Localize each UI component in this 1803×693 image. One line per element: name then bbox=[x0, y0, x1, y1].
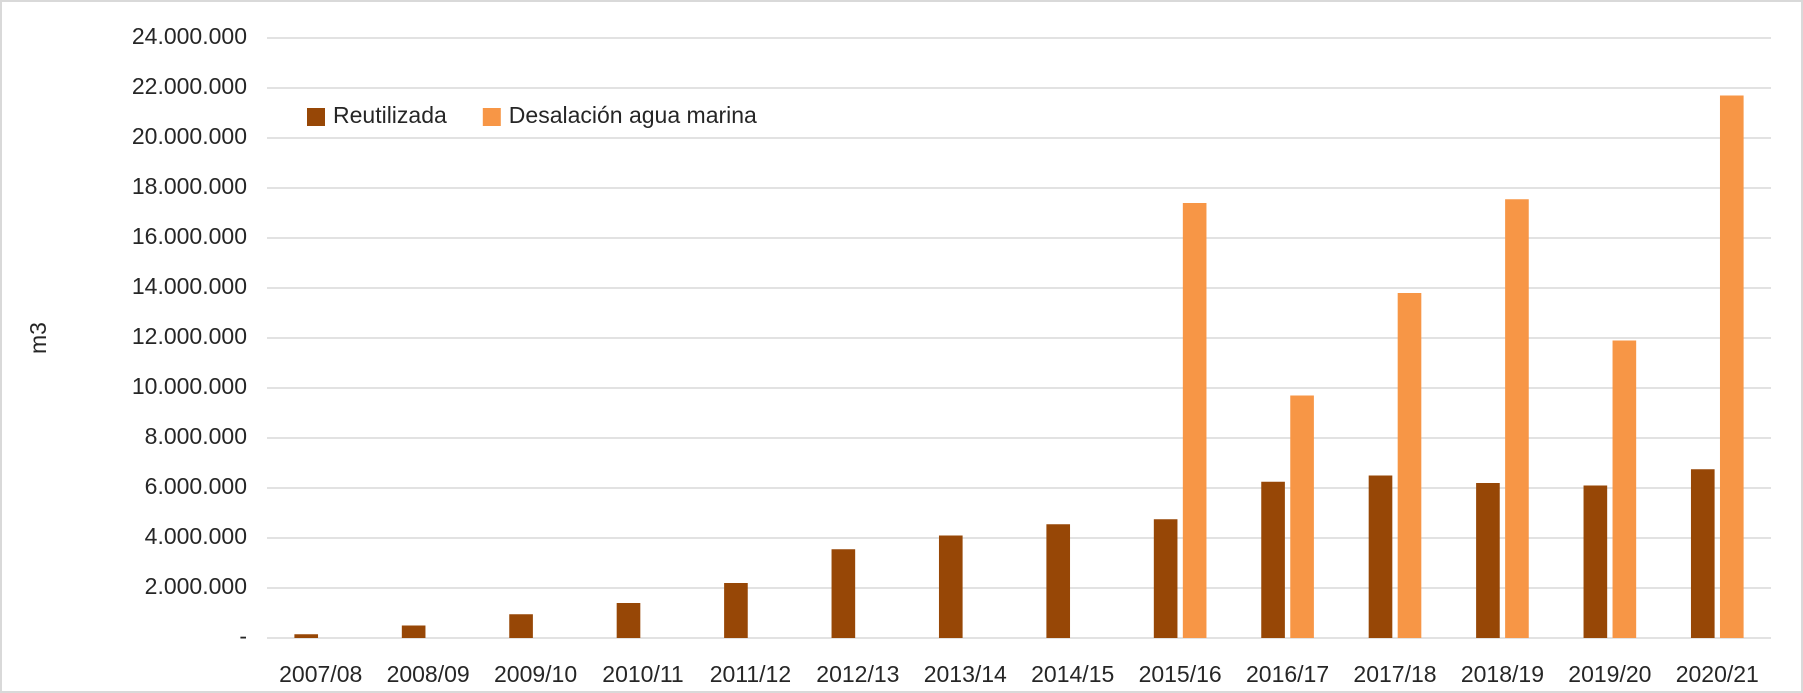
y-tick-label: 24.000.000 bbox=[132, 23, 247, 49]
bar bbox=[1261, 481, 1285, 638]
bar bbox=[724, 583, 748, 638]
y-tick-label: - bbox=[239, 623, 247, 649]
y-tick-label: 20.000.000 bbox=[132, 123, 247, 149]
bar bbox=[831, 549, 856, 638]
y-tick-label: 16.000.000 bbox=[132, 223, 247, 249]
y-tick-label: 10.000.000 bbox=[132, 373, 247, 399]
bar bbox=[1046, 524, 1071, 638]
bar bbox=[509, 614, 533, 638]
y-tick-label: 14.000.000 bbox=[132, 273, 247, 299]
legend-label: Desalación agua marina bbox=[509, 102, 757, 128]
bar bbox=[938, 535, 963, 638]
bar bbox=[616, 603, 641, 638]
legend-label: Reutilizada bbox=[333, 102, 447, 128]
x-tick-label: 2007/08 bbox=[279, 661, 362, 687]
bar bbox=[1505, 199, 1529, 638]
y-tick-label: 2.000.000 bbox=[145, 573, 247, 599]
y-tick-label: 18.000.000 bbox=[132, 173, 247, 199]
x-tick-label: 2018/19 bbox=[1461, 661, 1544, 687]
bar bbox=[1583, 485, 1608, 638]
x-tick-label: 2014/15 bbox=[1031, 661, 1114, 687]
bar bbox=[1719, 95, 1744, 638]
bar bbox=[1690, 469, 1715, 638]
legend-swatch bbox=[482, 108, 501, 126]
bar bbox=[1397, 293, 1422, 638]
x-tick-label: 2010/11 bbox=[602, 661, 683, 687]
x-tick-label: 2016/17 bbox=[1246, 661, 1329, 687]
x-tick-label: 2017/18 bbox=[1353, 661, 1436, 687]
x-tick-label: 2019/20 bbox=[1568, 661, 1651, 687]
y-tick-label: 12.000.000 bbox=[132, 323, 247, 349]
bar bbox=[294, 634, 319, 638]
y-tick-label: 8.000.000 bbox=[145, 423, 247, 449]
x-tick-label: 2020/21 bbox=[1676, 661, 1759, 687]
x-tick-label: 2015/16 bbox=[1139, 661, 1222, 687]
y-axis-label: m3 bbox=[25, 322, 51, 354]
x-tick-label: 2009/10 bbox=[494, 661, 577, 687]
bar bbox=[1290, 395, 1314, 638]
bar bbox=[401, 625, 426, 638]
bar bbox=[1612, 340, 1637, 638]
bar bbox=[1368, 475, 1393, 638]
y-tick-label: 4.000.000 bbox=[145, 523, 247, 549]
y-tick-label: 22.000.000 bbox=[132, 73, 247, 99]
y-tick-label: 6.000.000 bbox=[145, 473, 247, 499]
bar bbox=[1182, 203, 1207, 638]
bar bbox=[1476, 483, 1500, 638]
legend-swatch bbox=[307, 108, 325, 126]
x-tick-label: 2011/12 bbox=[710, 661, 791, 687]
x-tick-label: 2013/14 bbox=[924, 661, 1007, 687]
x-tick-label: 2008/09 bbox=[387, 661, 470, 687]
x-tick-label: 2012/13 bbox=[816, 661, 899, 687]
bar bbox=[1153, 519, 1178, 638]
